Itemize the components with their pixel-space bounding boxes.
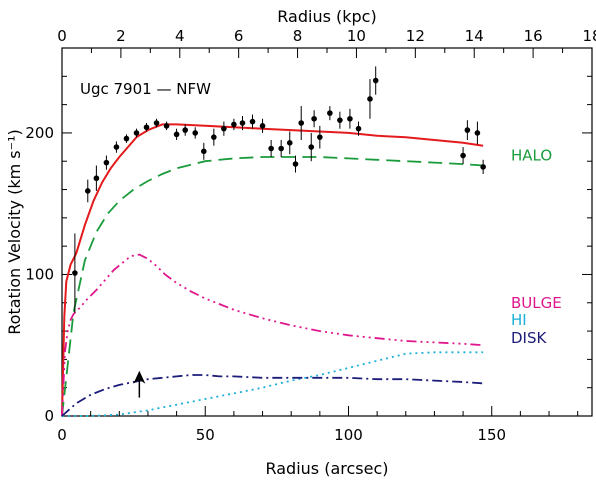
observed-points <box>72 66 486 398</box>
x2-tick-label: 4 <box>175 27 185 45</box>
data-point <box>278 140 284 157</box>
data-point <box>182 124 188 136</box>
data-point <box>460 147 466 165</box>
x-tick-label: 100 <box>334 426 363 444</box>
data-point <box>337 111 343 129</box>
x-tick-label: 0 <box>57 426 67 444</box>
arrow-marker <box>133 370 146 398</box>
y-tick-label: 200 <box>25 124 54 142</box>
x2-tick-label: 12 <box>406 27 425 45</box>
x2-tick-label: 8 <box>293 27 303 45</box>
data-point <box>355 121 362 136</box>
chart-title: Ugc 7901 — NFW <box>80 80 211 98</box>
data-point <box>259 118 266 133</box>
data-point <box>113 141 120 153</box>
x2-tick-label: 0 <box>57 27 67 45</box>
data-point <box>221 121 227 136</box>
data-point <box>123 134 130 143</box>
data-point <box>173 128 180 140</box>
data-point <box>292 155 299 173</box>
series-label-halo: HALO <box>511 147 552 165</box>
series-label-hi: HI <box>511 311 527 329</box>
data-point <box>367 79 373 119</box>
data-point <box>372 66 379 95</box>
x2-tick-label: 6 <box>234 27 244 45</box>
x-axis-title: Radius (arcsec) <box>265 459 388 478</box>
data-point <box>308 132 315 162</box>
data-point <box>84 179 91 203</box>
data-point <box>103 155 110 170</box>
data-point <box>143 123 150 132</box>
data-point <box>249 114 256 129</box>
series-line-bulge <box>61 253 484 417</box>
data-point <box>163 121 170 131</box>
x2-tick-label: 18 <box>582 27 596 45</box>
data-point <box>133 128 140 138</box>
x-tick-label: 150 <box>477 426 506 444</box>
x-tick-label: 50 <box>196 426 215 444</box>
data-point <box>317 125 323 149</box>
data-point <box>239 115 246 131</box>
data-point <box>327 106 333 121</box>
data-point <box>480 159 486 174</box>
data-point <box>286 131 293 155</box>
plot-frame <box>61 47 593 417</box>
data-point <box>231 118 237 131</box>
x2-tick-label: 16 <box>524 27 543 45</box>
data-point <box>311 110 317 128</box>
x2-tick-label: 10 <box>347 27 366 45</box>
y-tick-label: 0 <box>44 407 54 425</box>
x2-axis-title: Radius (kpc) <box>277 7 376 26</box>
data-point <box>268 140 274 157</box>
x2-tick-label: 2 <box>116 27 126 45</box>
series-line-total-fit <box>61 123 484 417</box>
data-point <box>153 118 160 128</box>
y-axis-title: Rotation Velocity (km s⁻¹) <box>5 129 24 334</box>
series-line-halo <box>61 156 484 417</box>
data-point <box>347 108 353 129</box>
series-label-bulge: BULGE <box>511 294 562 312</box>
series-label-disk: DISK <box>511 329 547 347</box>
y-tick-label: 100 <box>25 265 54 283</box>
data-point <box>201 142 207 160</box>
data-point <box>474 121 481 145</box>
data-point <box>464 120 471 140</box>
model-curves <box>61 123 484 417</box>
data-point <box>93 165 100 191</box>
data-point <box>211 128 217 146</box>
axis-ticks: 0 50 100 150 0 2 4 6 8 10 12 14 16 18 0 100 200 <box>25 27 596 444</box>
series-line-hi <box>62 351 484 417</box>
data-point <box>298 106 305 140</box>
data-point <box>192 127 199 139</box>
data-point <box>72 233 78 313</box>
series-line-disk <box>61 374 484 417</box>
x2-tick-label: 14 <box>465 27 484 45</box>
